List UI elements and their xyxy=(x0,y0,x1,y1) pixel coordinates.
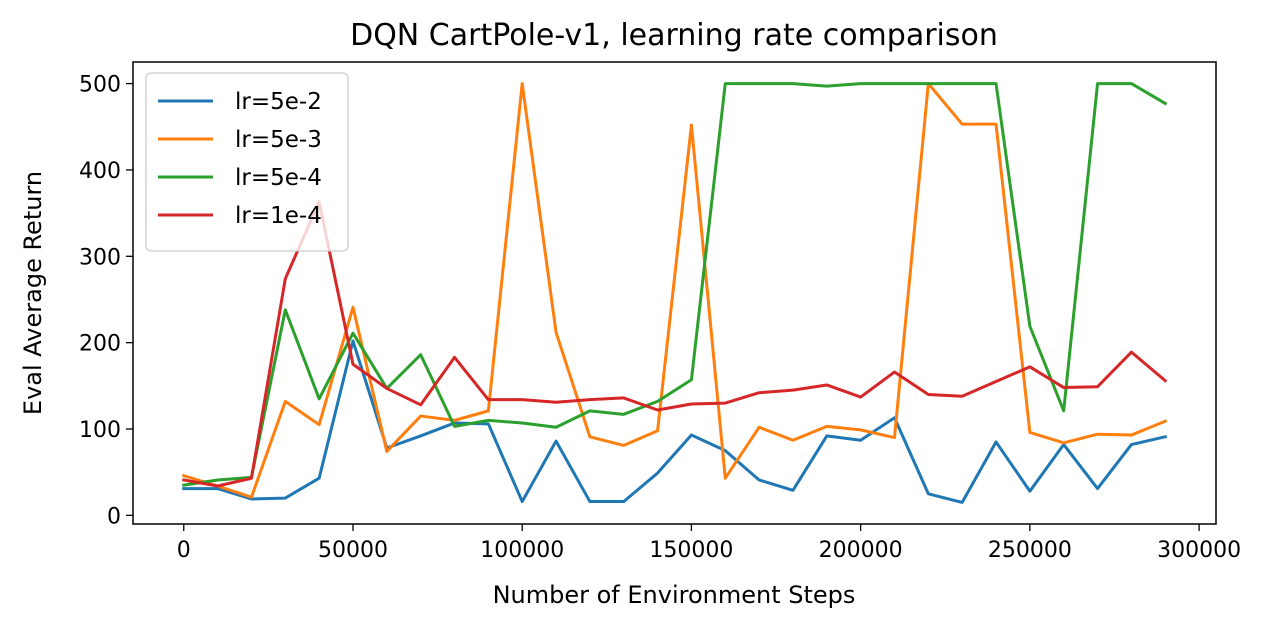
x-tick-label: 0 xyxy=(177,538,191,563)
y-tick-label: 400 xyxy=(79,159,121,184)
x-tick-label: 50000 xyxy=(318,538,388,563)
legend-box xyxy=(145,72,349,252)
series-line-lr=5e-3 xyxy=(181,82,1168,499)
series-layer xyxy=(181,82,1168,504)
series-line-lr=5e-2 xyxy=(182,339,1168,504)
series-line-lr=1e-4 xyxy=(182,200,1168,488)
y-tick-label: 200 xyxy=(79,332,121,357)
y-tick-label: 100 xyxy=(79,418,121,443)
legend-label: lr=5e-4 xyxy=(235,165,322,191)
plot-frame xyxy=(132,61,1217,525)
y-tick-label: 300 xyxy=(79,245,121,270)
y-tick-label: 500 xyxy=(79,73,121,98)
y-axis: 0 100 200 300 400 500 xyxy=(79,73,133,529)
x-tick-label: 300000 xyxy=(1157,538,1241,563)
chart-title: DQN CartPole-v1, learning rate compariso… xyxy=(350,18,998,53)
legend-label: lr=1e-4 xyxy=(235,203,322,229)
legend: lr=5e-2 lr=5e-3 lr=5e-4 lr=1e-4 xyxy=(145,72,349,252)
x-tick-label: 100000 xyxy=(480,538,564,563)
x-tick-label: 200000 xyxy=(819,538,903,563)
x-tick-label: 150000 xyxy=(649,538,733,563)
legend-label: lr=5e-3 xyxy=(235,127,322,153)
y-tick-label: 0 xyxy=(107,504,121,529)
x-axis: 0 50000 100000 150000 200000 250000 300000 xyxy=(177,524,1241,563)
x-axis-label: Number of Environment Steps xyxy=(493,581,856,609)
x-tick-label: 250000 xyxy=(988,538,1072,563)
legend-label: lr=5e-2 xyxy=(235,89,322,115)
y-axis-label: Eval Average Return xyxy=(19,171,47,415)
